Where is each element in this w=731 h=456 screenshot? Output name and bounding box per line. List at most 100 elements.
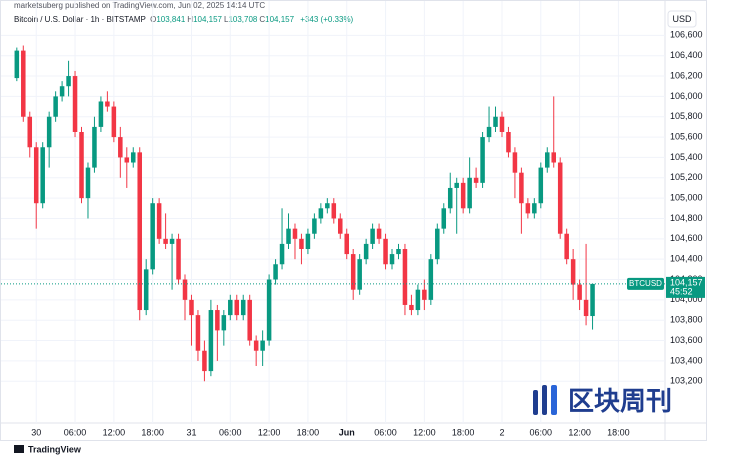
ohlc-label: H (187, 15, 194, 24)
candle-body (85, 167, 91, 199)
x-tick-label: 2 (499, 427, 504, 437)
x-tick-label: 12:00 (258, 427, 281, 437)
y-tick-label: 105,600 (670, 131, 703, 141)
currency-box (667, 10, 697, 28)
candle-body (247, 299, 252, 341)
y-tick-label: 103,200 (670, 376, 703, 386)
candle-body (499, 116, 505, 132)
countdown: 45:52 (670, 286, 693, 296)
candle-body (583, 299, 589, 317)
candle-body (447, 187, 453, 209)
candle-body (512, 152, 518, 173)
candle-body (525, 203, 531, 214)
candle-body (506, 131, 511, 153)
candle-body (124, 157, 130, 163)
ohlc-value: 103,708 (228, 15, 258, 24)
candle-body (40, 147, 45, 204)
ohlc-label: L (223, 15, 229, 24)
y-tick-label: 103,400 (670, 355, 703, 365)
candle-body (376, 228, 382, 239)
candle-body (467, 177, 472, 209)
y-tick-label: 104,600 (670, 233, 703, 243)
x-tick-label: 18:00 (297, 427, 320, 437)
y-tick-label: 106,600 (670, 30, 703, 40)
candle-body (72, 76, 78, 132)
candle-body (150, 203, 155, 270)
candle-body (221, 315, 227, 331)
candle-body (344, 233, 349, 255)
candle-body (111, 106, 117, 138)
candle-body (59, 86, 65, 97)
change: +343 (+0.33%) (300, 15, 354, 24)
x-tick-label: 12:00 (103, 427, 126, 437)
candle-body (350, 254, 356, 290)
candle-body (337, 218, 343, 234)
price-tag: BTCUSD (629, 279, 662, 288)
tag-bg (627, 277, 664, 290)
candle-body (396, 248, 401, 255)
y-tick-label: 104,000 (670, 294, 703, 304)
candle-body (118, 137, 123, 158)
x-tick-label: 12:00 (413, 427, 436, 437)
candle-body (33, 147, 39, 204)
watermark-logo (533, 385, 557, 415)
candle-body (46, 116, 52, 148)
candle-body (370, 228, 375, 244)
x-tick-label: 06:00 (219, 427, 242, 437)
candle-body (551, 152, 556, 163)
candle-body (454, 182, 459, 188)
frame (0, 0, 707, 441)
x-tick-label: 06:00 (374, 427, 397, 437)
candle-body (577, 284, 582, 300)
candle-body (331, 203, 337, 219)
candle-body (228, 299, 233, 316)
candle-body (402, 248, 408, 305)
candle-body (538, 167, 544, 204)
candle-body (473, 177, 479, 183)
y-tick-label: 104,400 (670, 254, 703, 264)
candle-body (409, 304, 414, 311)
candle-body (266, 279, 272, 341)
candle-body (215, 310, 220, 331)
candle-body (253, 340, 259, 351)
candle-body (325, 203, 330, 209)
candle-body (105, 101, 110, 107)
candle-body (357, 259, 362, 290)
candle-body (532, 203, 537, 214)
ohlc-value: 104,157 (265, 15, 295, 24)
candle-body (493, 116, 498, 127)
candle-body (564, 233, 569, 260)
x-tick-label: Jun (339, 427, 355, 437)
candle-body (182, 279, 188, 300)
candle-body (422, 289, 427, 300)
currency: USD (672, 14, 692, 24)
x-tick-label: 31 (186, 427, 196, 437)
candle-body (163, 238, 168, 244)
candle-body (312, 218, 317, 234)
candle-body (143, 269, 149, 311)
candle-body (260, 340, 265, 351)
x-tick-label: 18:00 (141, 427, 164, 437)
watermark: 区块周刊 (568, 386, 672, 416)
y-tick-label: 105,000 (670, 193, 703, 203)
y-tick-label: 103,800 (670, 315, 703, 325)
y-tick-label: 106,200 (670, 70, 703, 80)
header: marketsuberg published on TradingView.co… (14, 0, 355, 25)
candle-body (305, 233, 311, 249)
candle-body (240, 299, 246, 316)
candle-body (292, 228, 298, 239)
candle-body (79, 131, 84, 199)
candle-body (279, 243, 285, 265)
candle-body (435, 228, 440, 260)
y-tick-label: 106,000 (670, 91, 703, 101)
y-tick-label: 105,400 (670, 152, 703, 162)
ohlc-value: 103,841 (156, 15, 186, 24)
y-tick-label: 103,600 (670, 335, 703, 345)
candle-body (92, 126, 97, 168)
candle-body (389, 254, 395, 265)
candle-body (363, 243, 369, 260)
candle-body (27, 116, 33, 148)
candle-body (202, 350, 207, 372)
candle-body (383, 238, 388, 265)
